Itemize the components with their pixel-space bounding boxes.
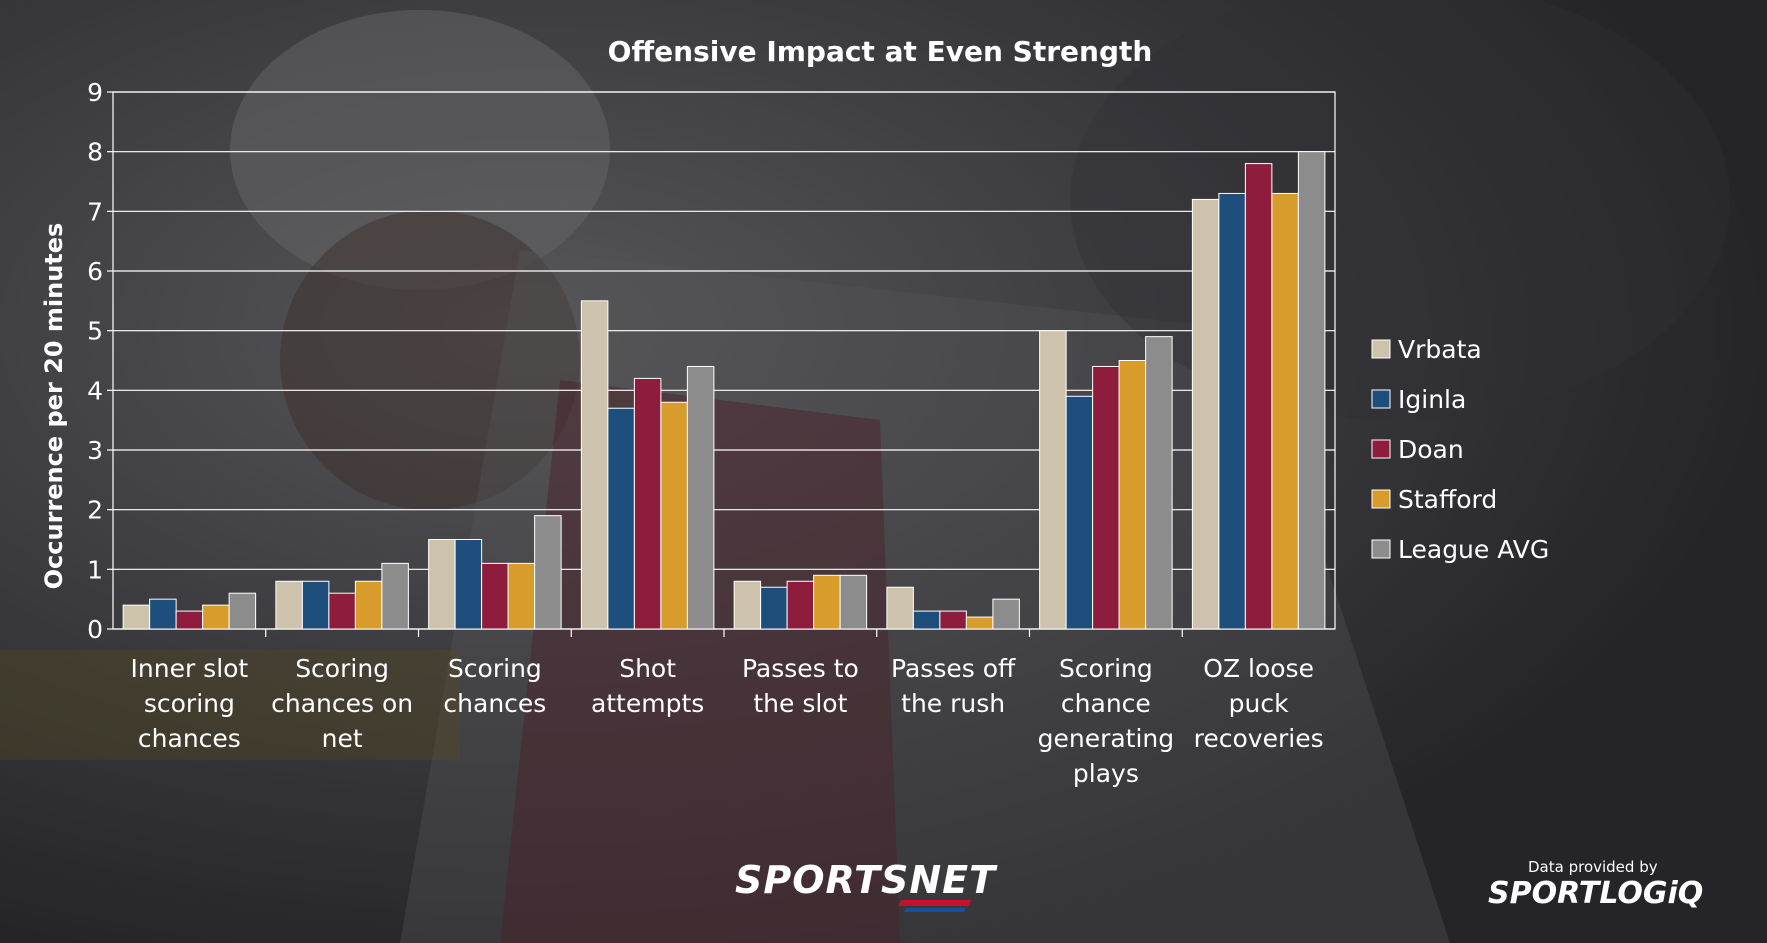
sportlogiq-logo: SPORTLOGiQ [1488, 876, 1704, 911]
bar-league-avg-4 [839, 574, 868, 630]
bar-doan-4 [786, 580, 815, 630]
bar-iginla-4 [760, 586, 788, 630]
legend-swatch-vrbata [1371, 339, 1391, 359]
bar-iginla-6 [1065, 395, 1094, 630]
y-tick-label: 3 [87, 436, 103, 465]
bars [122, 151, 1326, 630]
bar-stafford-1 [354, 580, 383, 630]
y-tick-label: 8 [87, 138, 103, 167]
legend-swatch-stafford [1371, 489, 1391, 509]
bar-doan-2 [481, 562, 509, 630]
legend-label-vrbata: Vrbata [1398, 335, 1482, 364]
y-tick-label: 4 [87, 376, 103, 405]
x-tick-label: Scoring chance generating plays [1038, 654, 1175, 788]
bar-stafford-7 [1271, 192, 1299, 630]
bar-doan-0 [175, 610, 204, 630]
bar-vrbata-3 [580, 300, 609, 630]
y-tick-label: 2 [87, 496, 103, 525]
bar-doan-6 [1092, 365, 1120, 630]
y-axis-label: Occurrence per 20 minutes [40, 223, 68, 590]
x-tick-label: Shot attempts [591, 654, 704, 718]
bar-league-avg-2 [534, 515, 562, 630]
bar-league-avg-1 [381, 562, 409, 630]
y-tick-label: 5 [87, 317, 103, 346]
bar-stafford-6 [1118, 360, 1147, 630]
bar-vrbata-1 [275, 580, 303, 630]
bar-doan-5 [939, 610, 967, 630]
bar-stafford-0 [202, 604, 230, 630]
sportsnet-logo-stripe-blue [904, 908, 966, 912]
legend-label-stafford: Stafford [1398, 485, 1497, 514]
legend-label-league-avg: League AVG [1398, 535, 1549, 564]
x-tick-label: Passes to the slot [742, 654, 859, 718]
bar-vrbata-0 [122, 604, 151, 630]
legend-label-iginla: Iginla [1398, 385, 1466, 414]
chart-title: Offensive Impact at Even Strength [608, 35, 1153, 68]
bar-vrbata-6 [1039, 330, 1067, 630]
bar-stafford-3 [660, 401, 688, 630]
x-tick-label: OZ loose puck recoveries [1194, 654, 1324, 753]
bar-iginla-7 [1218, 192, 1246, 630]
legend-label-doan: Doan [1398, 435, 1464, 464]
data-provided-text: Data provided by [1528, 858, 1658, 876]
bar-doan-3 [633, 377, 662, 630]
bar-doan-7 [1244, 163, 1273, 630]
bar-league-avg-7 [1297, 151, 1326, 630]
bar-league-avg-6 [1145, 336, 1173, 630]
legend-swatch-iginla [1371, 389, 1391, 409]
bar-vrbata-7 [1191, 198, 1220, 630]
y-tick-label: 0 [87, 615, 103, 644]
y-tick-label: 6 [87, 257, 103, 286]
y-tick-label: 7 [87, 197, 103, 226]
bar-stafford-2 [507, 562, 536, 630]
bar-iginla-3 [607, 407, 635, 630]
bar-iginla-5 [912, 610, 941, 630]
sportsnet-logo: SPORTSNET [735, 858, 997, 902]
bar-league-avg-0 [228, 592, 257, 630]
x-tick-label: Scoring chances [443, 654, 546, 718]
bar-vrbata-5 [886, 586, 914, 630]
bar-doan-1 [328, 592, 356, 630]
bar-iginla-1 [301, 580, 330, 630]
legend: Vrbata Iginla Doan Stafford League AVG [1371, 335, 1549, 564]
bar-iginla-2 [454, 539, 483, 630]
bar-league-avg-3 [686, 365, 715, 630]
bar-iginla-0 [149, 598, 177, 630]
y-tick-label: 1 [87, 555, 103, 584]
x-tick-label: Passes off the rush [891, 654, 1016, 718]
legend-swatch-league-avg [1371, 539, 1391, 559]
bar-vrbata-2 [428, 539, 456, 630]
x-tick-label: Scoring chances on net [271, 654, 413, 753]
bar-stafford-5 [965, 616, 994, 630]
bar-stafford-4 [813, 574, 841, 630]
legend-swatch-doan [1371, 439, 1391, 459]
bar-league-avg-5 [992, 598, 1020, 630]
sportsnet-logo-stripe-red [898, 900, 972, 906]
y-tick-label: 9 [87, 78, 103, 107]
y-tick-labels: 0 1 2 3 4 5 6 7 8 9 [87, 78, 103, 644]
x-tick-label: Inner slot scoring chances [131, 654, 249, 753]
bar-vrbata-4 [733, 580, 762, 630]
